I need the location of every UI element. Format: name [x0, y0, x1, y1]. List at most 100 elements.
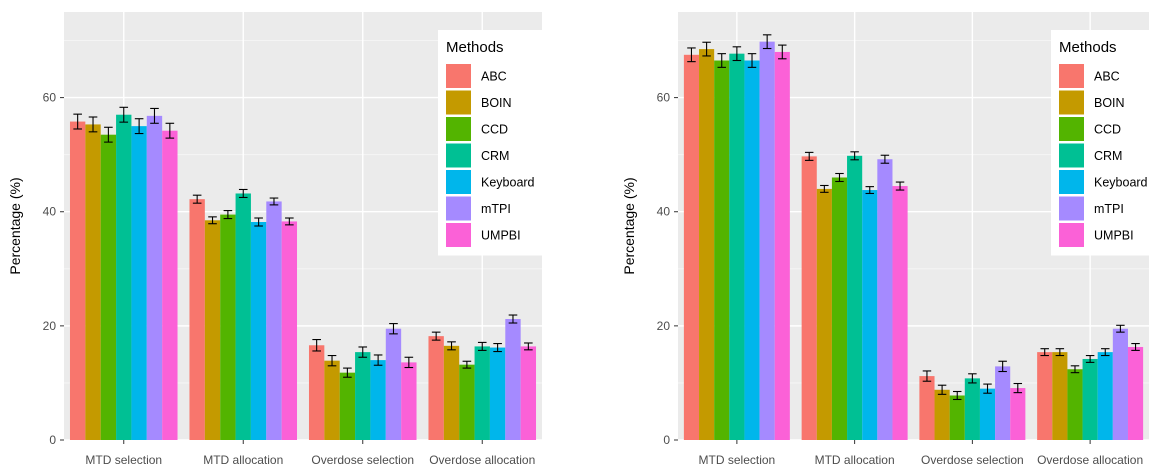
error-bar-CCD-2 — [835, 172, 844, 183]
legend: Methods ABC BOIN CCD CRM Keyboard mTPI UMPBI — [1051, 30, 1153, 256]
legend: Methods ABC BOIN CCD CRM Keyboard mTPI UMPBI — [438, 30, 542, 256]
error-bar-ABC-1 — [687, 47, 696, 63]
error-bar-UMPBI-2 — [895, 181, 905, 191]
error-bar-UMPBI-2 — [285, 217, 294, 226]
legend-label-ABC: ABC — [481, 70, 507, 84]
legend-background — [1051, 30, 1153, 256]
bar-CCD-4 — [459, 364, 475, 440]
error-bar-ABC-3 — [312, 339, 321, 352]
bar-UMPBI-1 — [162, 130, 178, 440]
y-tick-label: 20 — [657, 319, 671, 333]
error-bar-UMPBI-4 — [1131, 343, 1140, 351]
error-bar-BOIN-3 — [327, 354, 337, 367]
legend-key-Keyboard — [446, 170, 471, 194]
bar-mTPI-1 — [146, 115, 163, 441]
bar-BOIN-2 — [204, 220, 221, 440]
bar-ABC-3 — [919, 376, 935, 440]
bar-Keyboard-2 — [862, 190, 878, 440]
error-bar-CCD-3 — [952, 390, 962, 401]
error-bar-CCD-1 — [104, 126, 113, 143]
error-bar-CRM-3 — [968, 373, 977, 384]
error-bar-Keyboard-4 — [1101, 348, 1110, 357]
error-bar-mTPI-4 — [1116, 324, 1125, 333]
legend-title: Methods — [446, 39, 504, 56]
bar-BOIN-1 — [699, 49, 715, 441]
error-bar-CRM-1 — [732, 46, 742, 62]
bar-UMPBI-2 — [892, 186, 908, 440]
error-bar-CRM-1 — [119, 106, 129, 123]
bar-CCD-1 — [100, 134, 117, 440]
error-bar-BOIN-3 — [937, 384, 947, 395]
error-bar-mTPI-2 — [880, 154, 890, 164]
bar-mTPI-2 — [877, 159, 893, 440]
error-bar-BOIN-2 — [820, 184, 829, 193]
error-bar-mTPI-1 — [150, 107, 159, 124]
y-tick-label: 20 — [43, 319, 57, 333]
x-tick-label: MTD allocation — [815, 453, 895, 467]
bar-mTPI-4 — [505, 319, 521, 440]
bar-BOIN-3 — [934, 389, 950, 440]
error-bar-BOIN-2 — [208, 216, 217, 225]
legend-key-ABC — [1059, 64, 1084, 88]
x-tick-label: Overdose allocation — [429, 453, 535, 467]
error-bar-CRM-2 — [238, 188, 248, 199]
error-bar-ABC-4 — [1040, 348, 1049, 357]
error-bar-UMPBI-3 — [404, 356, 414, 369]
y-tick-label: 40 — [43, 205, 57, 219]
error-bar-UMPBI-1 — [165, 122, 175, 139]
error-bar-mTPI-4 — [508, 314, 518, 324]
error-bar-ABC-1 — [73, 113, 82, 130]
legend-key-CRM — [446, 143, 471, 168]
bar-CCD-4 — [1067, 369, 1083, 440]
legend-label-mTPI: mTPI — [1094, 202, 1124, 216]
legend-background — [438, 30, 542, 256]
y-tick-label: 0 — [663, 433, 670, 447]
error-bar-Keyboard-1 — [134, 118, 144, 135]
bar-CRM-3 — [355, 352, 371, 440]
legend-key-UMPBI — [446, 223, 471, 247]
bar-mTPI-3 — [385, 328, 402, 440]
bar-UMPBI-1 — [774, 51, 790, 441]
error-bar-mTPI-1 — [762, 34, 772, 50]
bar-Keyboard-1 — [131, 126, 147, 440]
error-bar-BOIN-4 — [1055, 348, 1065, 357]
error-bar-CCD-4 — [1070, 365, 1080, 374]
bar-mTPI-2 — [266, 201, 282, 440]
bar-ABC-2 — [801, 156, 817, 440]
legend-key-mTPI — [1059, 196, 1084, 221]
error-bar-BOIN-1 — [702, 41, 711, 57]
error-bar-ABC-2 — [192, 194, 202, 204]
y-tick-label: 0 — [49, 433, 56, 447]
legend-label-mTPI: mTPI — [481, 202, 511, 216]
bar-CCD-3 — [949, 395, 965, 440]
error-bar-CRM-2 — [850, 151, 859, 161]
bar-UMPBI-2 — [281, 221, 298, 440]
bar-UMPBI-3 — [1010, 388, 1026, 440]
x-tick-label: MTD allocation — [203, 453, 283, 467]
error-bar-ABC-3 — [922, 370, 932, 382]
bar-CRM-1 — [729, 53, 745, 441]
legend-key-BOIN — [1059, 90, 1084, 115]
error-bar-ABC-4 — [431, 331, 441, 341]
error-bar-UMPBI-3 — [1013, 382, 1023, 394]
bar-CCD-2 — [220, 214, 236, 440]
legend-label-BOIN: BOIN — [481, 96, 512, 110]
legend-label-UMPBI: UMPBI — [481, 229, 521, 243]
bar-BOIN-4 — [1052, 352, 1068, 440]
error-bar-mTPI-2 — [269, 197, 279, 206]
error-bar-CCD-2 — [223, 210, 233, 220]
legend-key-CCD — [446, 117, 471, 141]
legend-key-mTPI — [446, 196, 471, 221]
bar-CRM-1 — [116, 114, 132, 440]
bar-ABC-4 — [428, 336, 444, 440]
x-tick-label: Overdose allocation — [1037, 453, 1143, 467]
legend-label-Keyboard: Keyboard — [1094, 176, 1148, 190]
bar-mTPI-1 — [759, 41, 775, 440]
error-bar-Keyboard-3 — [983, 383, 992, 394]
bar-ABC-1 — [69, 121, 86, 441]
legend-key-ABC — [446, 64, 471, 88]
bar-CRM-2 — [847, 155, 863, 441]
error-bar-BOIN-1 — [88, 116, 98, 133]
bar-mTPI-4 — [1112, 328, 1128, 440]
